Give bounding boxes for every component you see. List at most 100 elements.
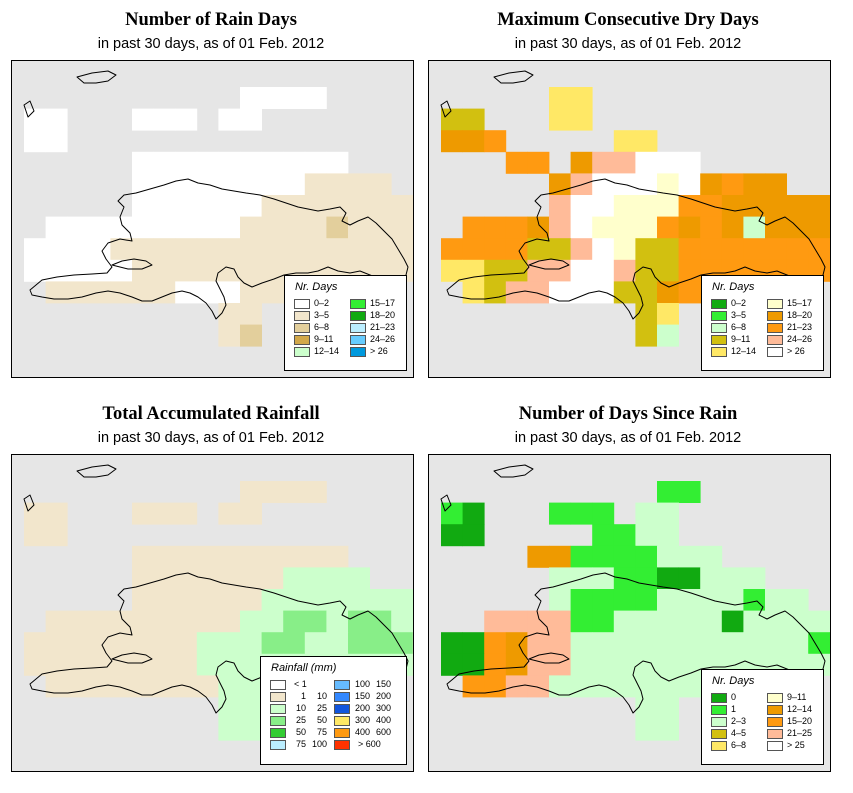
- grid-cell: [369, 195, 392, 217]
- grid-cell: [678, 610, 701, 633]
- grid-cell: [110, 610, 133, 633]
- grid-cell: [67, 216, 90, 239]
- grid-cell: [635, 324, 658, 347]
- grid-cell: [24, 130, 46, 153]
- grid-cell: [283, 610, 306, 633]
- grid-cell: [462, 130, 485, 153]
- legend-item: 21–25: [767, 728, 823, 739]
- legend-item: 1 10: [270, 691, 334, 702]
- grid-cell: [67, 238, 90, 261]
- grid-cell: [570, 545, 593, 568]
- legend-label: > 26: [370, 346, 388, 356]
- legend-swatch: [711, 740, 727, 751]
- grid-cell: [657, 718, 679, 741]
- grid-cell: [484, 632, 507, 655]
- grid-cell: [175, 151, 198, 174]
- legend-swatch: [270, 727, 286, 738]
- legend-swatch: [767, 728, 783, 739]
- grid-cell: [175, 653, 198, 676]
- grid-cells: [441, 481, 830, 741]
- grid-cell: [391, 610, 413, 633]
- grid-cell: [635, 502, 658, 525]
- grid-cell: [765, 195, 787, 217]
- grid-cell: [218, 653, 241, 676]
- grid-cell: [196, 216, 219, 239]
- grid-cell: [240, 653, 262, 676]
- grid-cell: [635, 151, 658, 174]
- legend-item: 150 200: [334, 691, 398, 702]
- grid-cell: [240, 324, 262, 347]
- grid-cell: [549, 675, 571, 698]
- legend-item: 15–17: [350, 298, 406, 309]
- small-island-outline: [23, 100, 35, 118]
- legend-item: 1: [711, 704, 767, 715]
- grid-cell: [527, 238, 550, 261]
- small-island-outline: [76, 70, 117, 84]
- grid-cell: [45, 610, 68, 633]
- grid-cell: [635, 653, 658, 676]
- grid-cell: [570, 238, 593, 261]
- grid-cell: [369, 173, 392, 196]
- grid-cell: [527, 151, 550, 174]
- grid-cell: [462, 108, 485, 131]
- grid-cell: [240, 195, 262, 217]
- legend-label: 12–14: [731, 346, 757, 356]
- legend-item: 9–11: [294, 334, 350, 345]
- legend-swatch: [334, 703, 350, 714]
- grid-cell: [657, 303, 679, 325]
- grid-cell: [45, 675, 68, 698]
- grid-cell: [721, 238, 744, 261]
- grid-cell: [153, 108, 176, 131]
- grid-cell: [462, 632, 485, 655]
- grid-cell: [721, 632, 744, 655]
- grid-cell: [369, 632, 392, 655]
- grid-cell: [635, 216, 658, 239]
- small-island-outline: [528, 652, 570, 664]
- legend-title: Nr. Days: [295, 281, 338, 293]
- grid-cell: [505, 238, 528, 261]
- grid-cell: [175, 238, 198, 261]
- legend-range-low: > 600: [358, 739, 381, 749]
- grid-cell: [549, 195, 571, 217]
- legend-swatch: [767, 334, 783, 345]
- grid-cell: [261, 238, 284, 261]
- grid-cell: [218, 108, 241, 131]
- grid-cell: [570, 151, 593, 174]
- legend-range-high: 75: [316, 727, 327, 737]
- grid-cell: [743, 589, 766, 611]
- grid-cell: [570, 589, 593, 611]
- grid-cell: [570, 281, 593, 304]
- grid-cell: [283, 151, 306, 174]
- legend-range-high: 10: [316, 691, 327, 701]
- grid-cell: [484, 610, 507, 633]
- legend-item: 6–8: [294, 322, 350, 333]
- grid-cell: [678, 653, 701, 676]
- grid-cell: [132, 545, 154, 568]
- grid-cell: [678, 567, 701, 590]
- grid-cell: [635, 173, 658, 196]
- grid-cell: [613, 238, 636, 261]
- grid-cell: [261, 173, 284, 196]
- grid-cell: [678, 545, 701, 568]
- legend-swatch: [711, 310, 727, 321]
- grid-cell: [635, 610, 658, 633]
- grid-cell: [441, 238, 463, 261]
- grid-cell: [721, 173, 744, 196]
- legend-swatch: [767, 310, 783, 321]
- grid-cell: [592, 524, 615, 547]
- grid-cell: [570, 259, 593, 282]
- grid-cell: [218, 195, 241, 217]
- grid-cell: [45, 130, 68, 153]
- grid-cell: [283, 216, 306, 239]
- grid-cell: [678, 675, 701, 698]
- grid-cell: [635, 524, 658, 547]
- grid-cell: [743, 173, 766, 196]
- grid-cell: [132, 589, 154, 611]
- grid-cell: [635, 130, 658, 153]
- map-legend: Nr. Days 0 1 2–3 4–5 6–8 9–11 12–14 15–20 21–25 >…: [701, 669, 824, 765]
- grid-cell: [484, 216, 507, 239]
- legend-label: 21–23: [787, 322, 813, 332]
- grid-cell: [635, 545, 658, 568]
- grid-cell: [549, 108, 571, 131]
- grid-cell: [505, 216, 528, 239]
